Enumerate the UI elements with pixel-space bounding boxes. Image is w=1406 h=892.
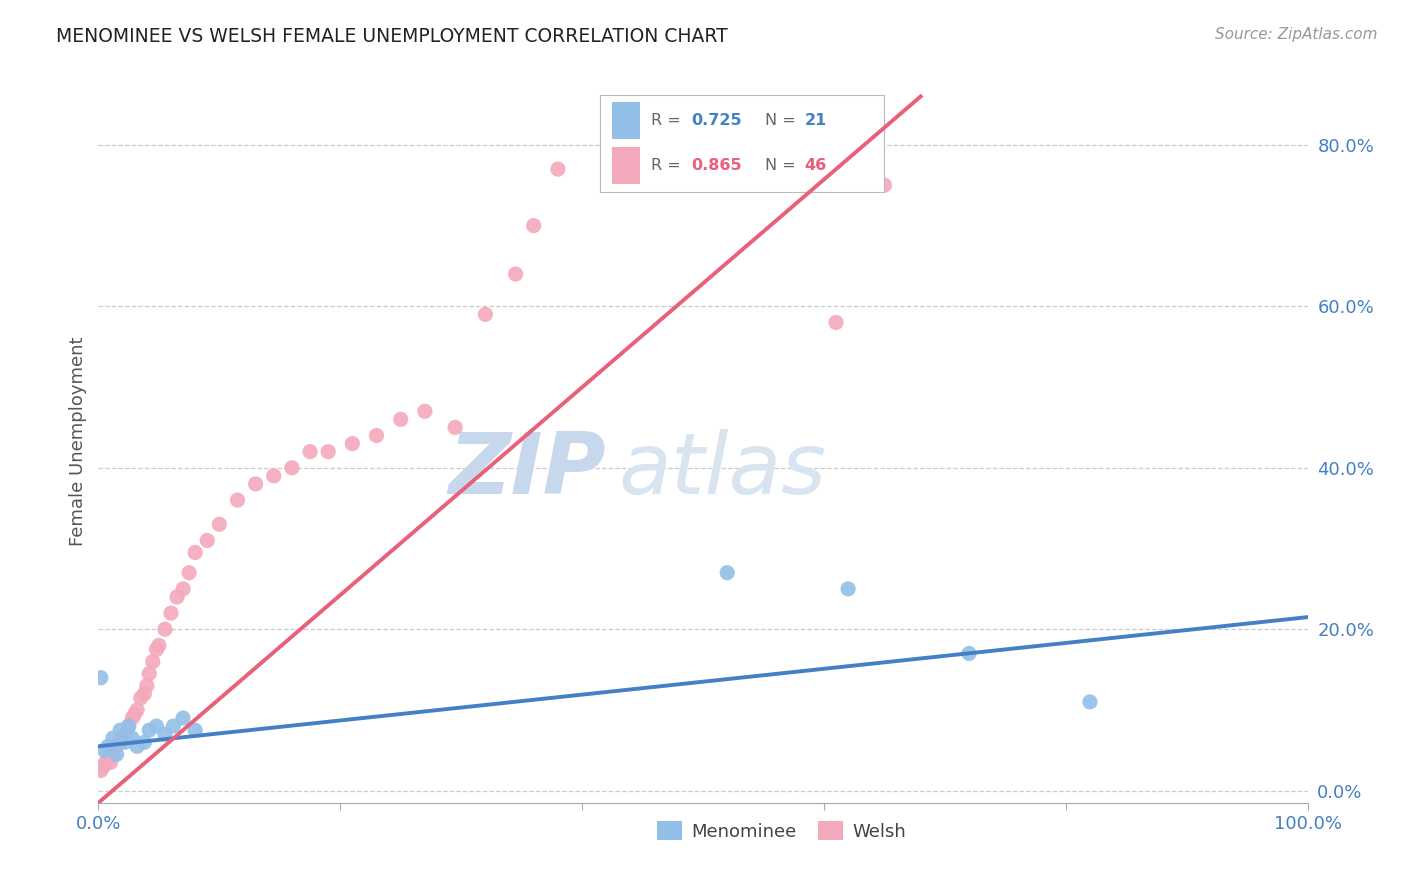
Point: [184, 723, 207, 738]
Point: [93, 743, 115, 757]
Point: [184, 545, 207, 559]
Text: ZIP: ZIP: [449, 429, 606, 512]
Point: [129, 690, 152, 705]
Point: [124, 706, 146, 721]
Point: [179, 566, 201, 580]
Point: [172, 582, 194, 596]
Point: [444, 420, 467, 434]
Point: [160, 606, 183, 620]
Point: [100, 756, 122, 770]
Point: [873, 178, 896, 193]
Point: [316, 444, 339, 458]
Point: [505, 267, 527, 281]
Legend: Menominee, Welsh: Menominee, Welsh: [650, 814, 914, 848]
Point: [162, 719, 184, 733]
Point: [90, 764, 112, 778]
Point: [208, 517, 231, 532]
Point: [134, 687, 156, 701]
Point: [145, 719, 167, 733]
Point: [105, 739, 128, 754]
Point: [153, 727, 176, 741]
Point: [121, 711, 143, 725]
Text: MENOMINEE VS WELSH FEMALE UNEMPLOYMENT CORRELATION CHART: MENOMINEE VS WELSH FEMALE UNEMPLOYMENT C…: [56, 27, 728, 45]
Point: [142, 655, 165, 669]
Point: [118, 719, 141, 733]
Point: [153, 622, 176, 636]
Point: [135, 679, 157, 693]
Point: [226, 493, 249, 508]
Point: [825, 316, 848, 330]
Point: [474, 307, 496, 321]
Point: [547, 162, 569, 177]
Point: [716, 566, 738, 580]
Point: [195, 533, 218, 548]
Y-axis label: Female Unemployment: Female Unemployment: [69, 337, 87, 546]
Point: [281, 460, 304, 475]
Point: [90, 671, 112, 685]
Point: [108, 723, 131, 738]
Point: [91, 759, 114, 773]
Point: [101, 747, 124, 762]
Point: [127, 703, 149, 717]
Point: [138, 666, 160, 681]
Point: [342, 436, 364, 450]
Point: [114, 727, 136, 741]
Point: [111, 731, 134, 746]
Point: [957, 647, 980, 661]
Point: [145, 642, 167, 657]
Point: [263, 468, 285, 483]
Point: [172, 711, 194, 725]
Point: [94, 756, 117, 770]
Point: [837, 582, 859, 596]
Point: [114, 735, 136, 749]
Point: [413, 404, 436, 418]
Point: [166, 590, 188, 604]
Point: [366, 428, 388, 442]
Point: [97, 739, 120, 754]
Point: [1078, 695, 1101, 709]
Point: [299, 444, 322, 458]
Point: [97, 751, 120, 765]
Point: [138, 723, 160, 738]
Point: [101, 731, 124, 746]
Point: [108, 735, 131, 749]
Point: [148, 639, 170, 653]
Point: [105, 747, 128, 762]
Point: [118, 719, 141, 733]
Point: [134, 735, 156, 749]
Point: [389, 412, 412, 426]
Point: [523, 219, 546, 233]
Text: Source: ZipAtlas.com: Source: ZipAtlas.com: [1215, 27, 1378, 42]
Text: atlas: atlas: [619, 429, 827, 512]
Point: [127, 739, 149, 754]
Point: [245, 477, 267, 491]
Point: [121, 731, 143, 746]
